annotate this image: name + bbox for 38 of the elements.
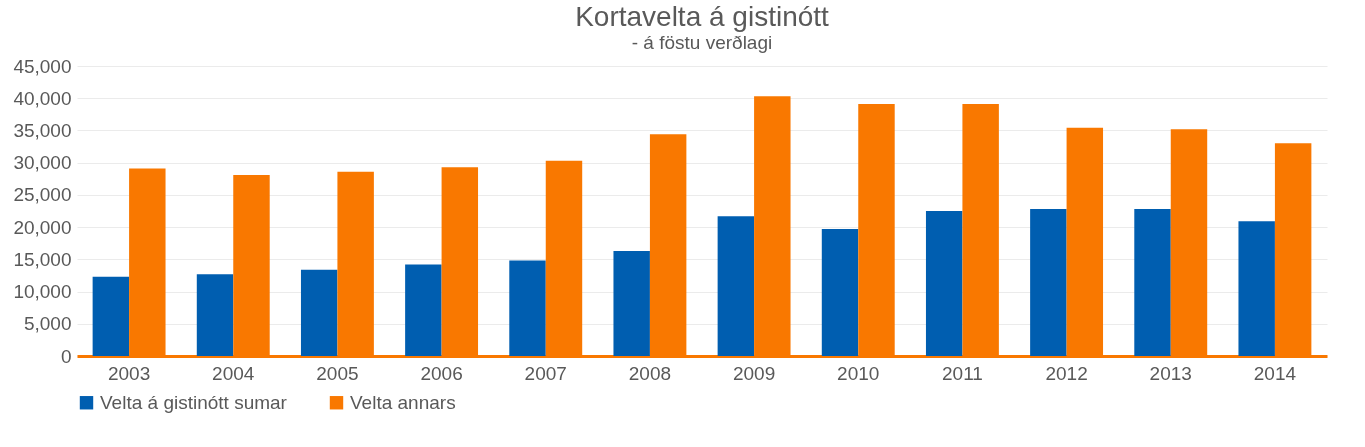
x-tick-label: 2008 bbox=[628, 362, 672, 384]
y-tick-label: 20,000 bbox=[13, 216, 72, 238]
y-tick-label: 45,000 bbox=[13, 55, 72, 77]
y-tick-label: 30,000 bbox=[13, 152, 72, 174]
y-tick-label: 5,000 bbox=[23, 313, 72, 335]
bar bbox=[300, 269, 338, 356]
bar bbox=[509, 260, 546, 356]
x-tick-label: 2014 bbox=[1253, 362, 1297, 384]
chart-title: Kortavelta á gistinótt bbox=[575, 1, 830, 32]
legend-label: Velta annars bbox=[350, 391, 456, 413]
bar bbox=[613, 250, 650, 356]
y-tick-label: 35,000 bbox=[13, 119, 72, 141]
chart-subtitle: - á föstu verðlagi bbox=[631, 32, 773, 53]
x-tick-label: 2006 bbox=[420, 362, 463, 384]
y-tick-label: 15,000 bbox=[13, 248, 72, 270]
y-tick-label: 0 bbox=[60, 345, 72, 367]
x-tick-label: 2012 bbox=[1045, 362, 1088, 384]
x-tick-label: 2007 bbox=[524, 362, 567, 384]
x-tick-label: 2009 bbox=[732, 362, 776, 384]
x-tick-label: 2005 bbox=[316, 362, 359, 384]
y-tick-label: 10,000 bbox=[13, 281, 72, 303]
x-tick-label: 2004 bbox=[212, 362, 255, 384]
x-tick-label: 2003 bbox=[107, 362, 151, 384]
x-tick-label: 2011 bbox=[941, 362, 983, 384]
bar bbox=[1134, 209, 1171, 356]
x-tick-label: 2013 bbox=[1149, 362, 1192, 384]
bar bbox=[1238, 221, 1275, 356]
bar bbox=[925, 211, 963, 356]
bar bbox=[821, 229, 859, 356]
bar bbox=[405, 264, 442, 356]
bar bbox=[717, 216, 755, 356]
y-tick-label: 25,000 bbox=[13, 184, 72, 206]
legend-label: Velta á gistinótt sumar bbox=[100, 391, 288, 413]
bar bbox=[92, 276, 130, 356]
x-tick-label: 2010 bbox=[837, 362, 880, 384]
bar bbox=[196, 274, 234, 356]
bar bbox=[1030, 209, 1067, 356]
y-tick-label: 40,000 bbox=[13, 87, 72, 109]
